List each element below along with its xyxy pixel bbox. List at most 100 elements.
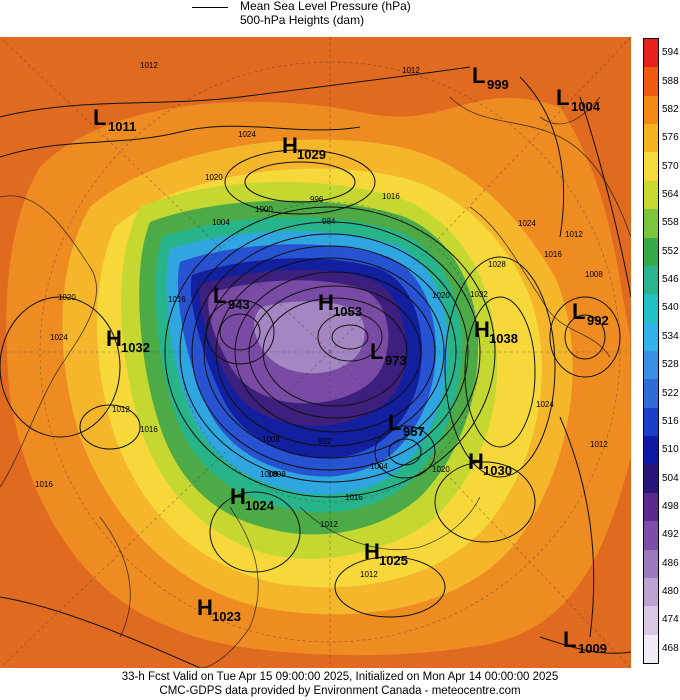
isobar [564, 314, 606, 360]
isobar [519, 76, 565, 238]
pressure-value-label: 1024 [245, 498, 275, 513]
isobar-value-label: 1012 [565, 230, 583, 239]
map-canvas: 1012102410201012101610041000996984100810… [0, 37, 631, 668]
low-pressure-letter: L [370, 339, 383, 364]
colorbar-segment [644, 322, 658, 352]
high-pressure-letter: H [282, 133, 298, 158]
isobar-value-label: 1024 [536, 400, 554, 409]
isobar [539, 636, 631, 654]
isobar [179, 221, 481, 483]
isobar-value-label: 1024 [238, 130, 256, 139]
pressure-value-label: 1011 [108, 119, 136, 134]
colorbar-tick-label: 528 [662, 359, 679, 371]
coastline-layer [0, 96, 631, 668]
low-pressure-letter: L [388, 410, 401, 435]
isobar-value-label: 1012 [320, 520, 338, 529]
isobar-value-label: 1024 [50, 333, 68, 342]
colorbar-tick-label: 510 [662, 444, 679, 456]
colorbar-tick-label: 552 [662, 245, 679, 257]
pressure-value-label: 999 [487, 77, 509, 92]
high-pressure-letter: H [364, 539, 380, 564]
isobar [549, 296, 621, 378]
high-pressure-letter: H [106, 326, 122, 351]
isobar-value-label: 1008 [268, 470, 286, 479]
pressure-value-label: 1038 [489, 331, 518, 346]
isobar-value-label: 1016 [345, 493, 363, 502]
coastline [199, 506, 259, 668]
isobar-value-label: 1032 [470, 290, 488, 299]
colorbar-segment [644, 549, 658, 579]
colorbar-segment [644, 39, 658, 68]
coastline [99, 516, 131, 638]
low-pressure-letter: L [93, 105, 106, 130]
coastline [0, 195, 97, 488]
isobar [205, 299, 275, 365]
pressure-value-label: 1032 [121, 340, 150, 355]
isobar-line-sample [192, 7, 228, 8]
colorbar-segment [644, 577, 658, 607]
colorbar-tick-label: 558 [662, 217, 679, 229]
high-pressure-letter: H [468, 449, 484, 474]
isobar-value-label: 992 [318, 437, 332, 446]
height-colorbar [643, 38, 659, 664]
colorbar-tick-label: 540 [662, 302, 679, 314]
high-pressure-letter: H [230, 484, 246, 509]
colorbar-tick-label: 582 [662, 103, 679, 115]
isobar [0, 66, 471, 118]
isobar-value-label: 984 [322, 217, 336, 226]
coastline [469, 206, 611, 358]
isobar-value-label: 1004 [370, 462, 388, 471]
data-credit-text: CMC-GDPS data provided by Environment Ca… [159, 685, 521, 697]
colorbar-segment [644, 492, 658, 522]
meridian-line [329, 37, 631, 353]
colorbar-tick-label: 492 [662, 529, 679, 541]
colorbar-segment [644, 95, 658, 125]
meridian-line [329, 351, 631, 668]
low-pressure-letter: L [563, 627, 576, 652]
isobar [244, 161, 356, 203]
isobar-value-label: 1008 [260, 470, 278, 479]
colorbar-tick-label: 564 [662, 189, 679, 200]
isobar [79, 404, 141, 450]
colorbar-tick-label: 576 [662, 132, 679, 144]
forecast-valid-text: 33-h Fcst Valid on Tue Apr 15 09:00:00 2… [121, 671, 559, 683]
high-pressure-letter: H [197, 595, 213, 620]
isobar [219, 313, 261, 351]
colorbar-segment [644, 265, 658, 295]
isobar [0, 125, 361, 158]
isobar-value-label: 1020 [205, 173, 223, 182]
isobar [0, 296, 121, 438]
colorbar-tick-label: 468 [662, 642, 679, 654]
colorbar-segment [644, 209, 658, 239]
meridian-line [0, 37, 331, 353]
colorbar-tick-label: 486 [662, 557, 679, 569]
isobar-value-label: 1024 [518, 219, 536, 228]
colorbar-tick-label: 570 [662, 160, 679, 172]
high-pressure-letter: H [318, 290, 334, 315]
isobar-label-layer: 1012102410201012101610041000996984100810… [35, 61, 608, 579]
isobar-value-label: 1012 [360, 570, 378, 579]
isobar-value-label: 1008 [262, 435, 280, 444]
low-pressure-letter: L [213, 283, 226, 308]
colorbar-tick-label: 522 [662, 387, 679, 399]
isobar-value-label: 1008 [585, 270, 603, 279]
meridian-line [0, 351, 331, 668]
isobar-value-label: 1012 [590, 440, 608, 449]
pressure-value-label: 1023 [212, 609, 241, 624]
isobar [374, 425, 436, 479]
isobar [215, 257, 445, 447]
isobar [579, 96, 631, 298]
isobar [0, 596, 201, 668]
colorbar-tick-label: 474 [662, 614, 679, 626]
pressure-value-label: 957 [403, 424, 425, 439]
coastline [539, 96, 601, 125]
isobar-value-label: 1012 [140, 61, 158, 70]
colorbar-segment [644, 152, 658, 182]
colorbar-tick-label: 504 [662, 472, 679, 484]
isobar-value-label: 1012 [402, 66, 420, 75]
colorbar-segment [644, 407, 658, 437]
forecast-map: 1012 1024 1020 1012 1016 1004 1000 996 984 1008 10… [0, 37, 631, 668]
pressure-value-label: 1025 [379, 553, 408, 568]
low-pressure-letter: L [472, 63, 485, 88]
